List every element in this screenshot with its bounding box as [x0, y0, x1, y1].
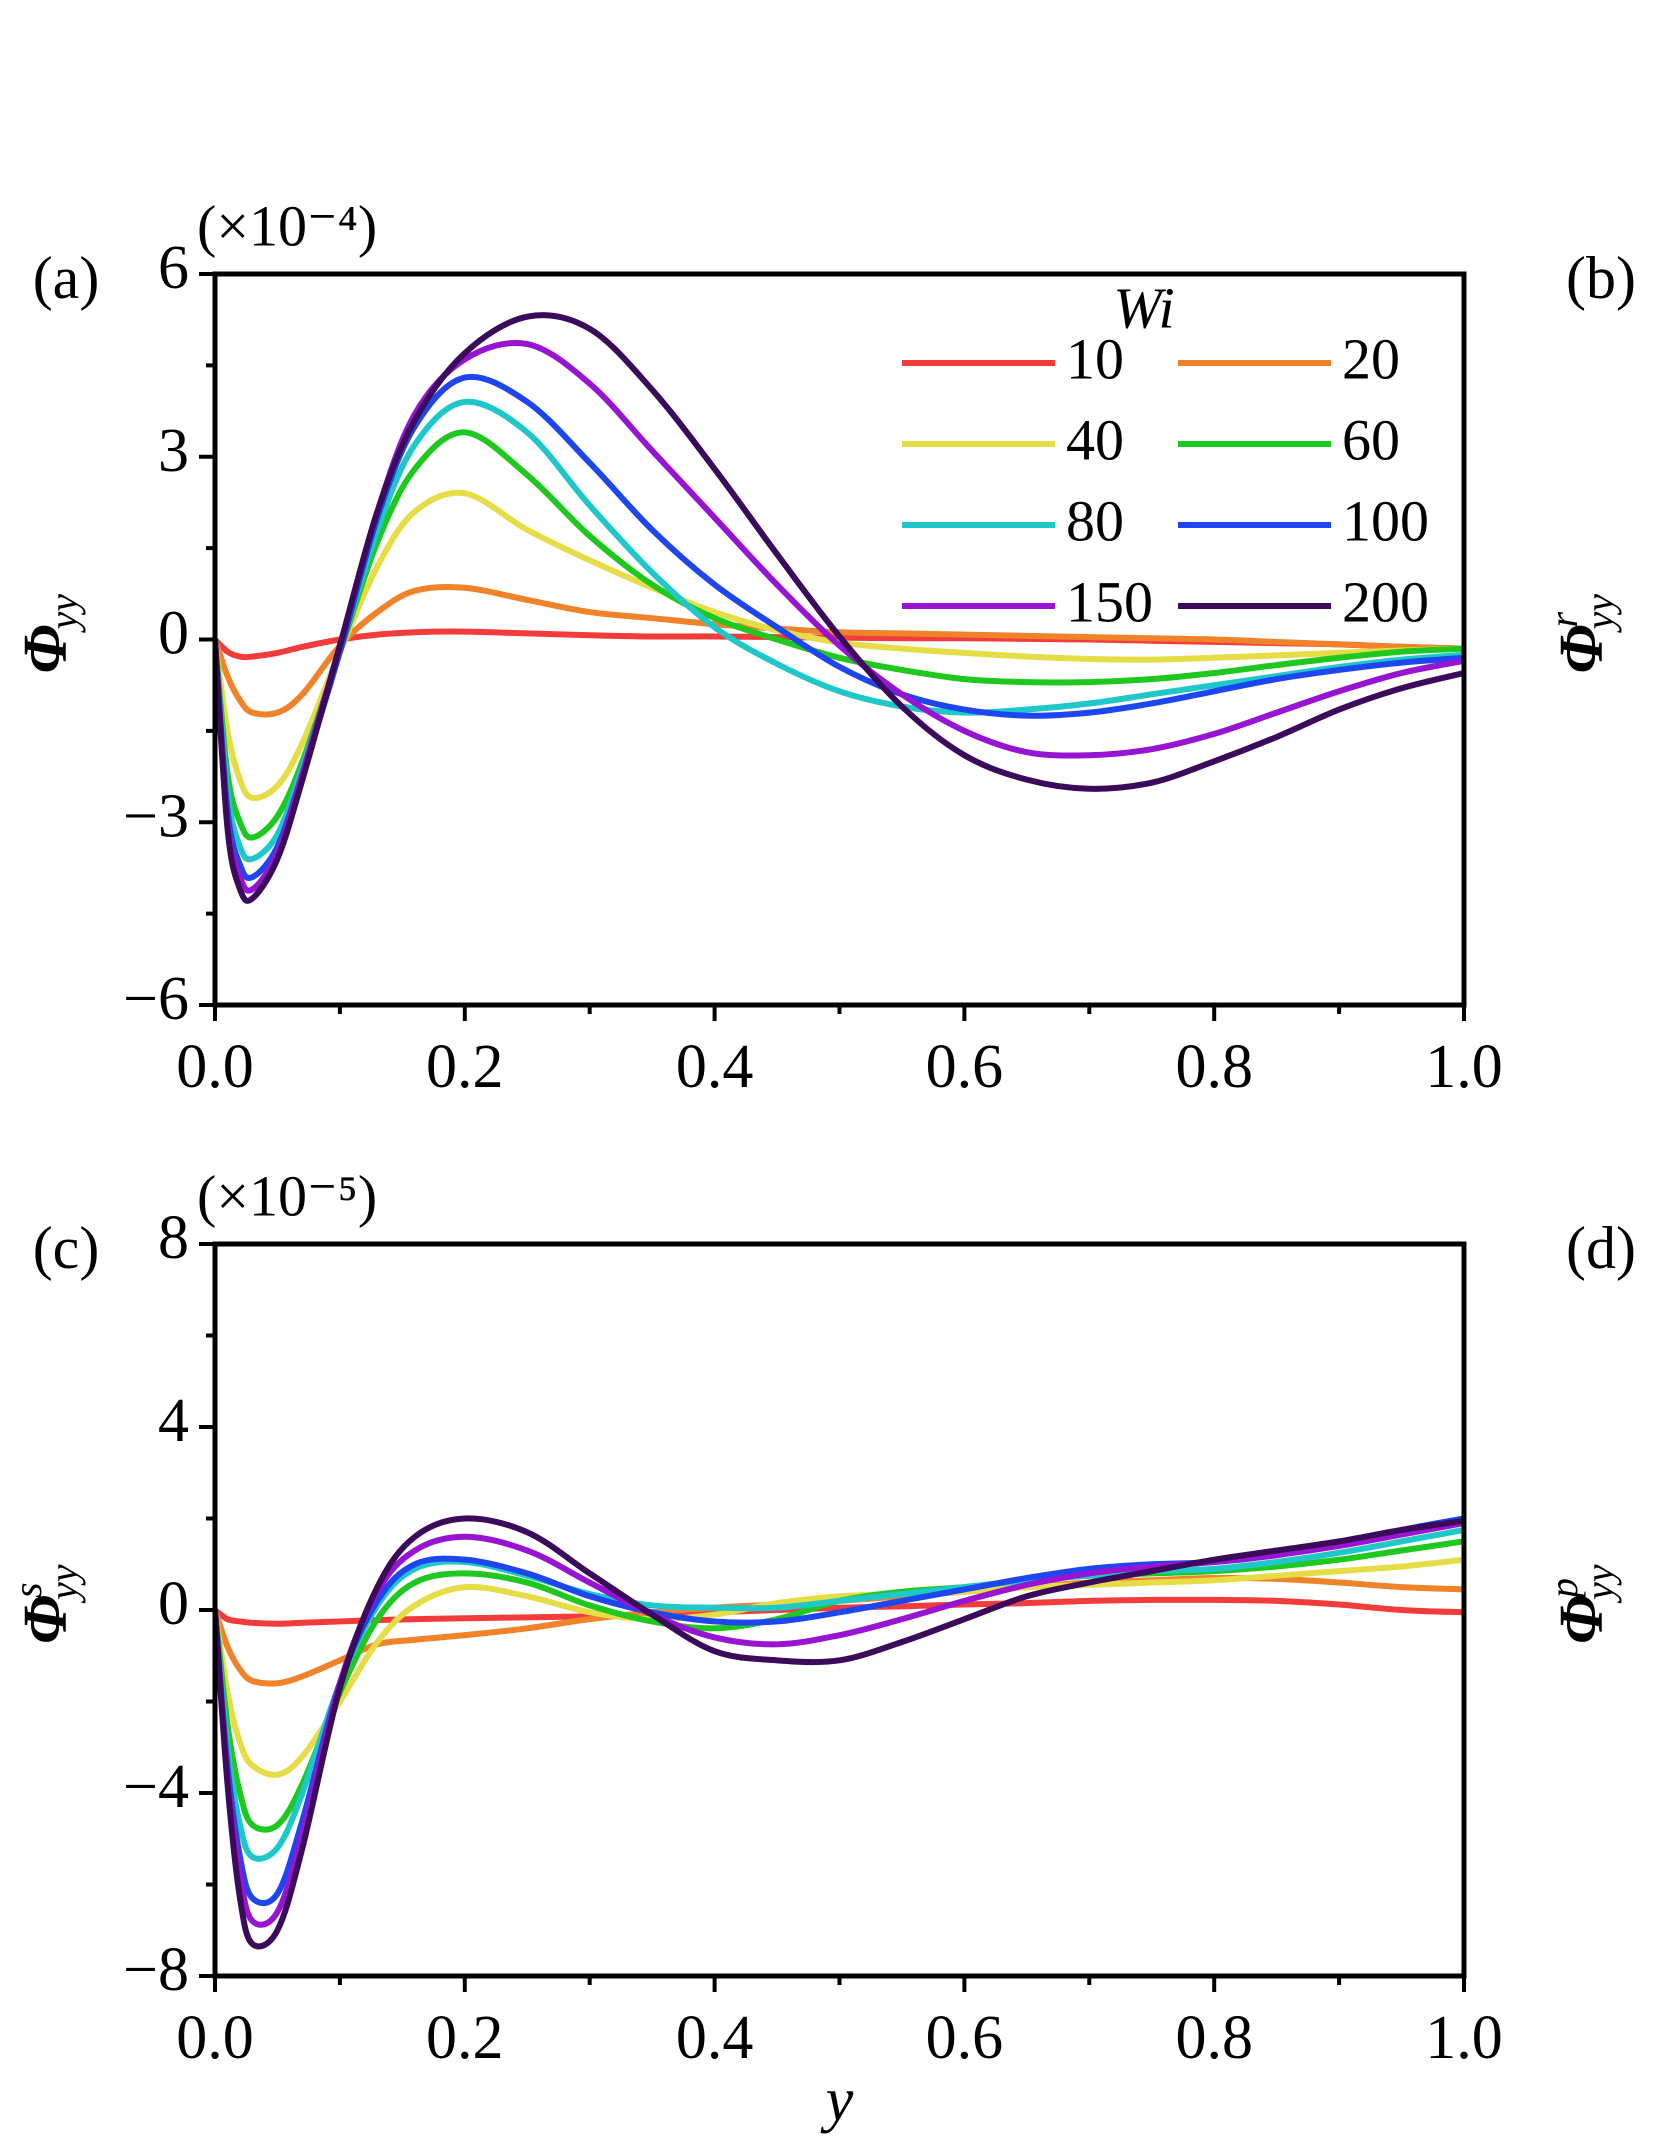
panel-label: (d)	[1566, 1215, 1636, 1281]
x-tick-label: 0.6	[926, 1033, 1004, 1101]
x-tick-label: 0.0	[176, 1033, 254, 1101]
y-tick-label: −4	[123, 1753, 189, 1821]
x-tick-label: 1.0	[1425, 1033, 1503, 1101]
data-line	[215, 339, 1464, 894]
panel-label: (b)	[1566, 245, 1636, 311]
x-tick-label: 0.0	[176, 2004, 254, 2072]
y-tick-label: 4	[158, 1387, 189, 1455]
legend-title: Wi	[1113, 275, 1174, 340]
x-tick-label: 0.8	[1175, 2004, 1253, 2072]
x-tick-label: 1.0	[1425, 2004, 1503, 2072]
x-tick-label: 0.4	[676, 1033, 754, 1101]
data-line	[215, 1596, 1464, 1627]
x-tick-label: 0.8	[1175, 1033, 1253, 1101]
data-line	[215, 1538, 1464, 1833]
data-line	[215, 1520, 1464, 1928]
y-axis-label: Φyy	[12, 594, 86, 674]
y-tick-label: −6	[123, 965, 189, 1033]
data-line	[215, 312, 1464, 904]
data-line	[215, 398, 1464, 863]
y-label-superscript: p	[1541, 1578, 1586, 1601]
y-label-subscript: yy	[1577, 594, 1622, 634]
y-label-subscript: yy	[41, 594, 86, 634]
panel-label: (c)	[33, 1215, 100, 1281]
y-tick-label: 8	[158, 1204, 189, 1272]
x-tick-label: 0.2	[426, 1033, 504, 1101]
y-label-subscript: yy	[41, 1564, 86, 1604]
y-label-superscript: r	[1541, 612, 1586, 628]
data-line	[215, 583, 1464, 718]
legend-label: 80	[1066, 488, 1124, 553]
y-label-symbol: Φ	[1548, 625, 1616, 674]
y-tick-label: −8	[123, 1936, 189, 2004]
data-line	[215, 429, 1464, 841]
y-label-symbol: Φ	[1548, 1595, 1616, 1644]
legend-label: 10	[1066, 326, 1124, 391]
y-label-superscript: s	[5, 1582, 50, 1598]
y-tick-label: 0	[158, 1570, 189, 1638]
x-tick-label: 0.4	[676, 2004, 754, 2072]
y-tick-label: 6	[158, 234, 189, 302]
y-label-subscript: yy	[1577, 1564, 1622, 1604]
data-line	[215, 1515, 1464, 1950]
y-tick-label: 3	[158, 417, 189, 485]
x-axis-label: y	[820, 2066, 854, 2134]
y-label-symbol: Φ	[12, 625, 80, 674]
legend-label: 200	[1342, 569, 1429, 634]
data-line	[215, 1526, 1464, 1862]
y-label-symbol: Φ	[12, 1595, 80, 1644]
axis-multiplier: (×10⁻⁵)	[197, 1163, 377, 1228]
axis-multiplier: (×10⁻⁴)	[197, 193, 377, 258]
legend-label: 20	[1342, 326, 1400, 391]
panel-label: (a)	[33, 245, 100, 311]
legend-label: 40	[1066, 407, 1124, 472]
legend-label: 150	[1066, 569, 1153, 634]
x-tick-label: 0.2	[426, 2004, 504, 2072]
y-tick-label: 0	[158, 600, 189, 668]
y-tick-label: −3	[123, 782, 189, 850]
legend-label: 60	[1342, 407, 1400, 472]
x-tick-label: 0.6	[926, 2004, 1004, 2072]
legend-label: 100	[1342, 488, 1429, 553]
